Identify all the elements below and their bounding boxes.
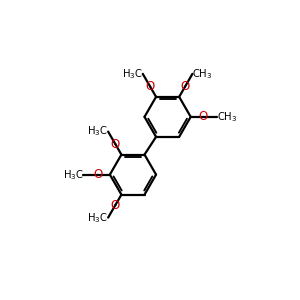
Text: O: O [93, 168, 103, 181]
Text: $\mathsf{H_3C}$: $\mathsf{H_3C}$ [87, 211, 108, 224]
Text: O: O [111, 199, 120, 212]
Text: $\mathsf{H_3C}$: $\mathsf{H_3C}$ [122, 67, 143, 81]
Text: $\mathsf{CH_3}$: $\mathsf{CH_3}$ [192, 67, 213, 81]
Text: O: O [198, 110, 207, 123]
Text: $\mathsf{CH_3}$: $\mathsf{CH_3}$ [217, 110, 238, 124]
Text: $\mathsf{H_3C}$: $\mathsf{H_3C}$ [87, 125, 108, 139]
Text: O: O [111, 138, 120, 151]
Text: $\mathsf{H_3C}$: $\mathsf{H_3C}$ [62, 168, 83, 182]
Text: O: O [181, 80, 190, 93]
Text: O: O [146, 80, 155, 93]
